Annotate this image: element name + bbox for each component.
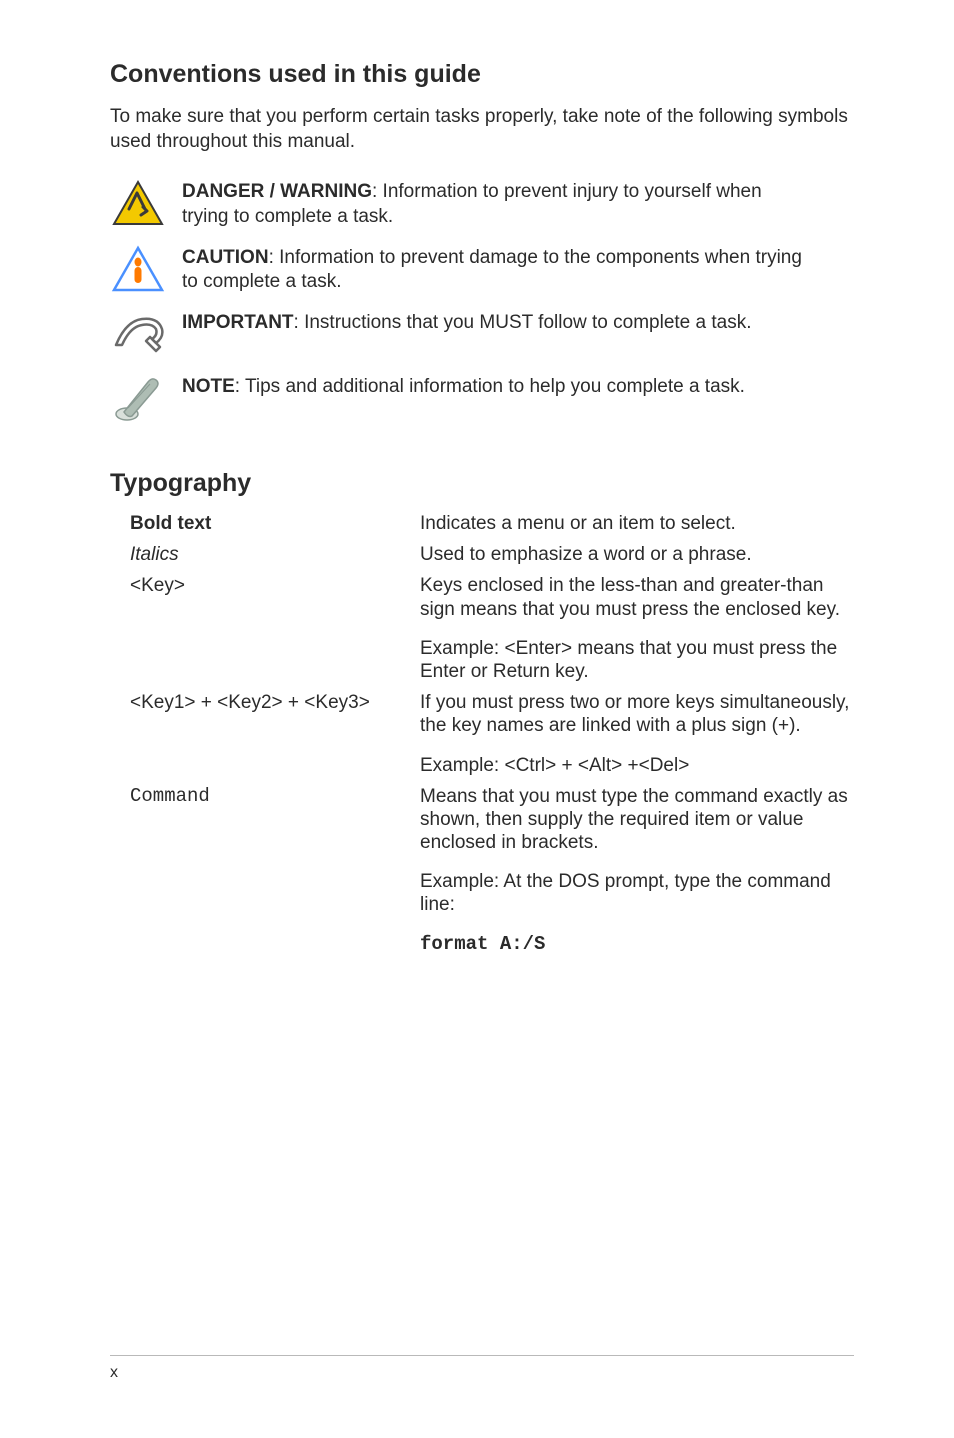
typo-def-italics: Used to emphasize a word or a phrase. <box>420 543 854 566</box>
typo-def-key-1: Keys enclosed in the less-than and great… <box>420 575 840 619</box>
typo-row-bold: Bold text Indicates a menu or an item to… <box>130 512 854 535</box>
callout-note-lead: NOTE <box>182 376 235 397</box>
callout-caution-lead: CAUTION <box>182 247 269 268</box>
section-heading: Conventions used in this guide <box>110 60 854 89</box>
typo-label-command: Command <box>130 785 420 808</box>
caution-icon <box>110 244 166 294</box>
intro-paragraph: To make sure that you perform certain ta… <box>110 105 854 154</box>
callout-danger-text: DANGER / WARNING: Information to prevent… <box>182 178 802 229</box>
typo-label-bold: Bold text <box>130 512 420 535</box>
typo-def-combo-2: Example: <Ctrl> + <Alt> +<Del> <box>420 754 854 777</box>
typo-row-key: <Key> Keys enclosed in the less-than and… <box>130 574 854 683</box>
typography-table: Bold text Indicates a menu or an item to… <box>110 512 854 956</box>
typo-def-command-1: Means that you must type the command exa… <box>420 786 848 853</box>
danger-icon <box>110 178 166 228</box>
typography-heading: Typography <box>110 469 854 498</box>
callout-important: IMPORTANT: Instructions that you MUST fo… <box>110 309 854 359</box>
typo-def-command-3: format A:/S <box>420 933 854 956</box>
callout-note: NOTE: Tips and additional information to… <box>110 373 854 423</box>
typo-def-command: Means that you must type the command exa… <box>420 785 854 956</box>
callout-note-text: NOTE: Tips and additional information to… <box>182 373 745 400</box>
typo-label-italics: Italics <box>130 543 420 566</box>
typo-def-combo-1: If you must press two or more keys simul… <box>420 692 849 736</box>
typo-row-command: Command Means that you must type the com… <box>130 785 854 956</box>
typo-def-bold: Indicates a menu or an item to select. <box>420 512 854 535</box>
callout-caution-body: : Information to prevent damage to the c… <box>182 247 802 293</box>
callout-caution: CAUTION: Information to prevent damage t… <box>110 244 854 295</box>
typo-def-key-2: Example: <Enter> means that you must pre… <box>420 637 854 683</box>
typo-row-combo: <Key1> + <Key2> + <Key3> If you must pre… <box>130 691 854 777</box>
typo-def-command-2: Example: At the DOS prompt, type the com… <box>420 870 854 916</box>
page-number: x <box>110 1364 118 1381</box>
callout-important-lead: IMPORTANT <box>182 312 294 333</box>
callout-danger-lead: DANGER / WARNING <box>182 181 372 202</box>
callout-danger: DANGER / WARNING: Information to prevent… <box>110 178 854 229</box>
typo-def-key: Keys enclosed in the less-than and great… <box>420 574 854 683</box>
typo-def-combo: If you must press two or more keys simul… <box>420 691 854 777</box>
typo-row-italics: Italics Used to emphasize a word or a ph… <box>130 543 854 566</box>
note-icon <box>110 373 166 423</box>
important-icon <box>110 309 166 359</box>
callout-note-body: : Tips and additional information to hel… <box>235 376 745 397</box>
typo-label-key: <Key> <box>130 574 420 597</box>
page-footer: x <box>110 1355 854 1382</box>
callout-important-text: IMPORTANT: Instructions that you MUST fo… <box>182 309 752 336</box>
typo-label-combo: <Key1> + <Key2> + <Key3> <box>130 691 420 714</box>
callout-caution-text: CAUTION: Information to prevent damage t… <box>182 244 802 295</box>
callout-important-body: : Instructions that you MUST follow to c… <box>294 312 752 333</box>
